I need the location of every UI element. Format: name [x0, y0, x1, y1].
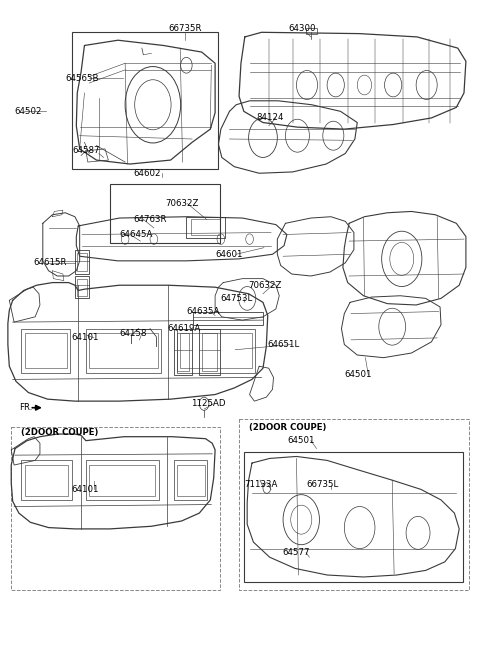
Text: 64645A: 64645A [120, 230, 153, 239]
Bar [21, 461, 72, 500]
Bar [24, 333, 67, 368]
Bar [177, 329, 255, 373]
Bar [75, 276, 89, 298]
Text: (2DOOR COUPE): (2DOOR COUPE) [249, 423, 326, 432]
Text: 64501: 64501 [344, 370, 372, 380]
Bar [11, 428, 220, 590]
Bar [24, 465, 68, 496]
Text: 1125AD: 1125AD [191, 399, 226, 409]
Text: 64602: 64602 [133, 169, 160, 178]
Bar [244, 452, 463, 581]
Bar [174, 329, 192, 375]
Bar [239, 419, 469, 590]
Text: 64577: 64577 [282, 548, 310, 557]
Text: 64587: 64587 [72, 147, 100, 155]
Bar [75, 249, 89, 274]
Text: 84124: 84124 [257, 114, 284, 122]
Bar [199, 329, 220, 375]
Text: 64615R: 64615R [33, 258, 67, 267]
Bar [89, 333, 157, 368]
Bar [306, 28, 317, 34]
Text: 64101: 64101 [72, 485, 99, 494]
Text: 66735L: 66735L [306, 480, 338, 489]
Text: 64635A: 64635A [186, 307, 220, 316]
Text: 64502: 64502 [14, 107, 42, 116]
Bar [177, 333, 189, 371]
Text: 66735R: 66735R [168, 24, 202, 33]
Bar [77, 253, 87, 271]
Bar [174, 461, 207, 500]
Text: 64601: 64601 [215, 249, 242, 259]
Text: 70632Z: 70632Z [249, 280, 282, 290]
Bar [180, 333, 252, 368]
Text: 64101: 64101 [72, 333, 99, 343]
Bar [110, 183, 220, 243]
Bar [191, 219, 220, 235]
Text: FR.: FR. [19, 403, 32, 412]
Text: 71133A: 71133A [244, 480, 277, 489]
Bar [89, 465, 155, 496]
Text: 64565B: 64565B [65, 74, 99, 83]
Bar [21, 329, 70, 373]
Text: 64763R: 64763R [134, 215, 167, 224]
Text: 70632Z: 70632Z [165, 199, 198, 208]
Bar [177, 465, 204, 496]
Text: 64619A: 64619A [167, 324, 201, 333]
Bar [86, 461, 158, 500]
Bar [202, 333, 217, 371]
Bar [193, 312, 263, 325]
Bar [72, 32, 218, 169]
Text: (2DOOR COUPE): (2DOOR COUPE) [21, 428, 98, 436]
Text: 64753L: 64753L [220, 294, 252, 303]
Bar [77, 279, 87, 296]
Text: 64501: 64501 [287, 436, 314, 445]
Text: 64158: 64158 [120, 329, 147, 338]
Bar [186, 216, 225, 238]
Bar [86, 329, 161, 373]
Text: 64300: 64300 [288, 24, 316, 33]
Text: 64651L: 64651L [268, 340, 300, 349]
